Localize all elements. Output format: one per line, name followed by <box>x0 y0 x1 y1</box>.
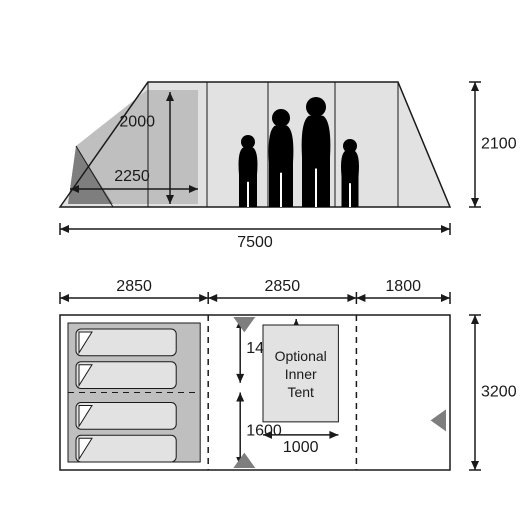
dim-1000: 1000 <box>283 439 319 456</box>
dim-width: 7500 <box>237 234 273 251</box>
floor-plan: 140016002000OptionalInnerTent10002850285… <box>60 278 517 470</box>
dim-inner-depth: 2250 <box>114 168 150 185</box>
opt-label-3: Tent <box>287 384 314 400</box>
dim-inner-height: 2000 <box>119 114 155 131</box>
dim-1600: 1600 <box>246 422 282 439</box>
opt-label-1: Optional <box>275 348 327 364</box>
dim-depth: 3200 <box>481 384 517 401</box>
dim-seg3: 1800 <box>385 278 421 295</box>
opt-label-2: Inner <box>285 366 317 382</box>
dim-height: 2100 <box>481 136 517 153</box>
dim-seg2: 2850 <box>265 278 301 295</box>
side-elevation: 2000 2250 7500 2100 <box>60 82 517 251</box>
dim-seg1: 2850 <box>116 278 152 295</box>
